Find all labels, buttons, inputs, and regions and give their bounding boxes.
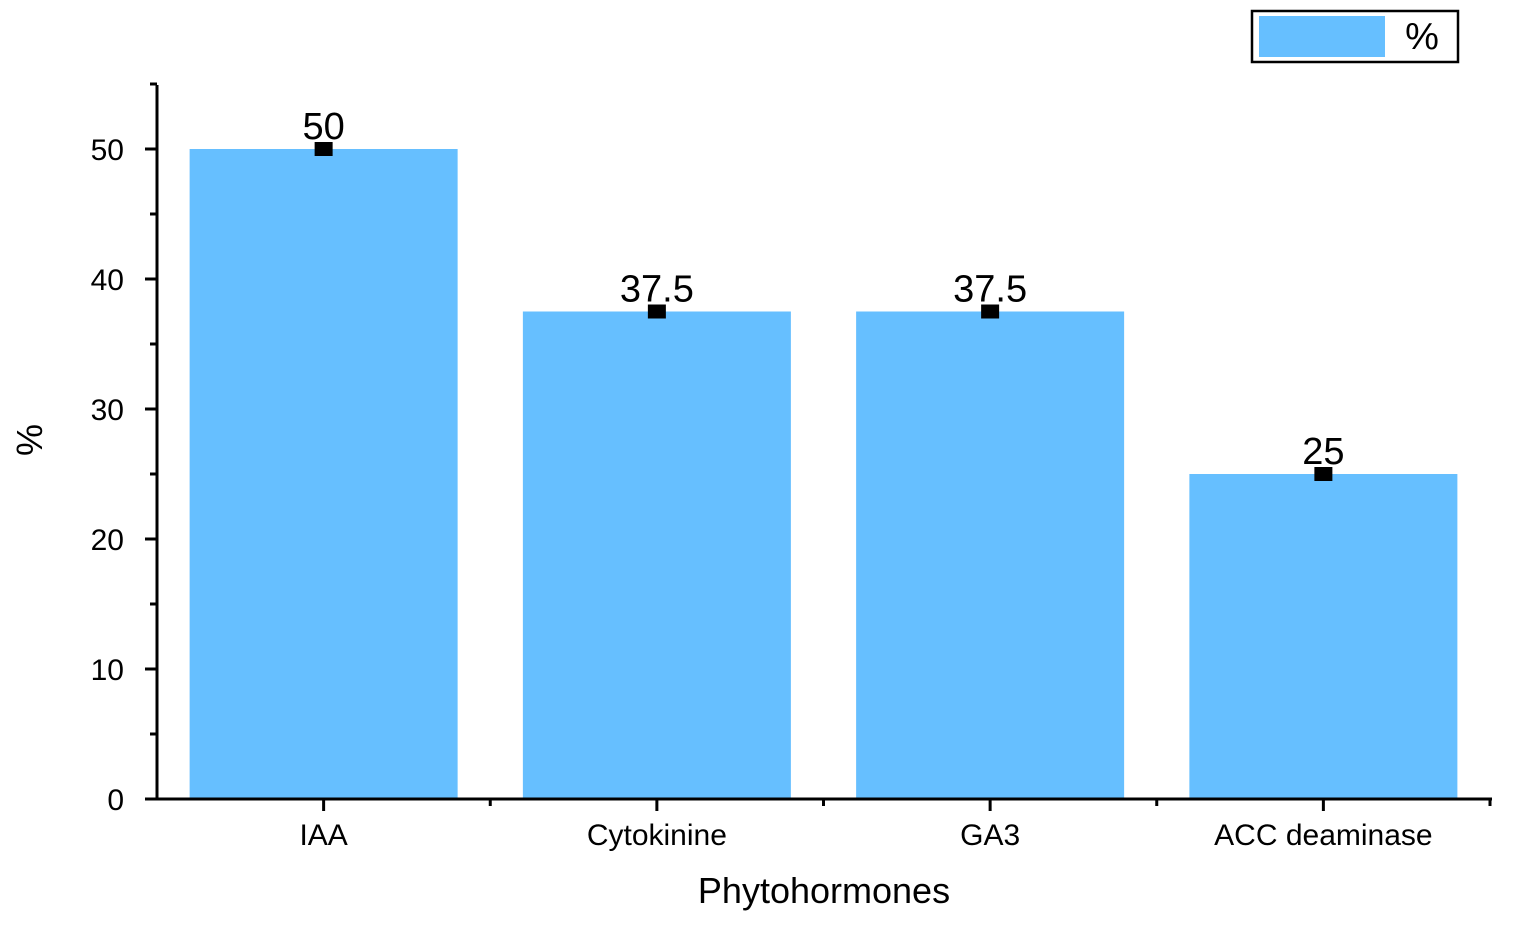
x-axis-title: Phytohormones — [698, 870, 950, 911]
bar-marker — [314, 142, 333, 156]
bar — [856, 311, 1125, 799]
data-label: 25 — [1302, 431, 1344, 473]
x-tick-label: IAA — [299, 819, 347, 852]
x-ticks-layer: IAA Cytokinine GA3 ACC deaminase — [299, 799, 1492, 852]
y-tick-label: 20 — [91, 524, 124, 557]
legend-label: % — [1405, 16, 1439, 58]
data-label: 37.5 — [620, 269, 694, 311]
y-tick-label: 10 — [91, 654, 124, 687]
x-tick-label: GA3 — [960, 819, 1020, 852]
x-tick-label: Cytokinine — [587, 819, 727, 852]
data-label: 37.5 — [953, 269, 1027, 311]
x-tick-label: ACC deaminase — [1214, 819, 1432, 852]
markers-layer — [314, 142, 1333, 481]
bar-marker — [1314, 467, 1333, 481]
y-tick-label: 0 — [107, 784, 124, 817]
y-axis-title: % — [9, 424, 50, 456]
y-tick-label: 40 — [91, 264, 124, 297]
bar-marker — [981, 304, 1000, 319]
data-label: 50 — [302, 106, 344, 148]
bars-layer — [189, 149, 1458, 799]
legend: % — [1250, 9, 1460, 64]
y-tick-label: 50 — [91, 134, 124, 167]
data-labels-layer: 50 37.5 37.5 25 — [302, 106, 1344, 473]
bar — [189, 149, 458, 799]
bar — [522, 311, 791, 799]
bar — [1189, 474, 1458, 799]
legend-swatch — [1259, 16, 1385, 57]
y-tick-label: 30 — [91, 394, 124, 427]
y-ticks-layer: 0 10 20 30 40 50 — [91, 82, 157, 817]
bar-marker — [647, 304, 666, 319]
